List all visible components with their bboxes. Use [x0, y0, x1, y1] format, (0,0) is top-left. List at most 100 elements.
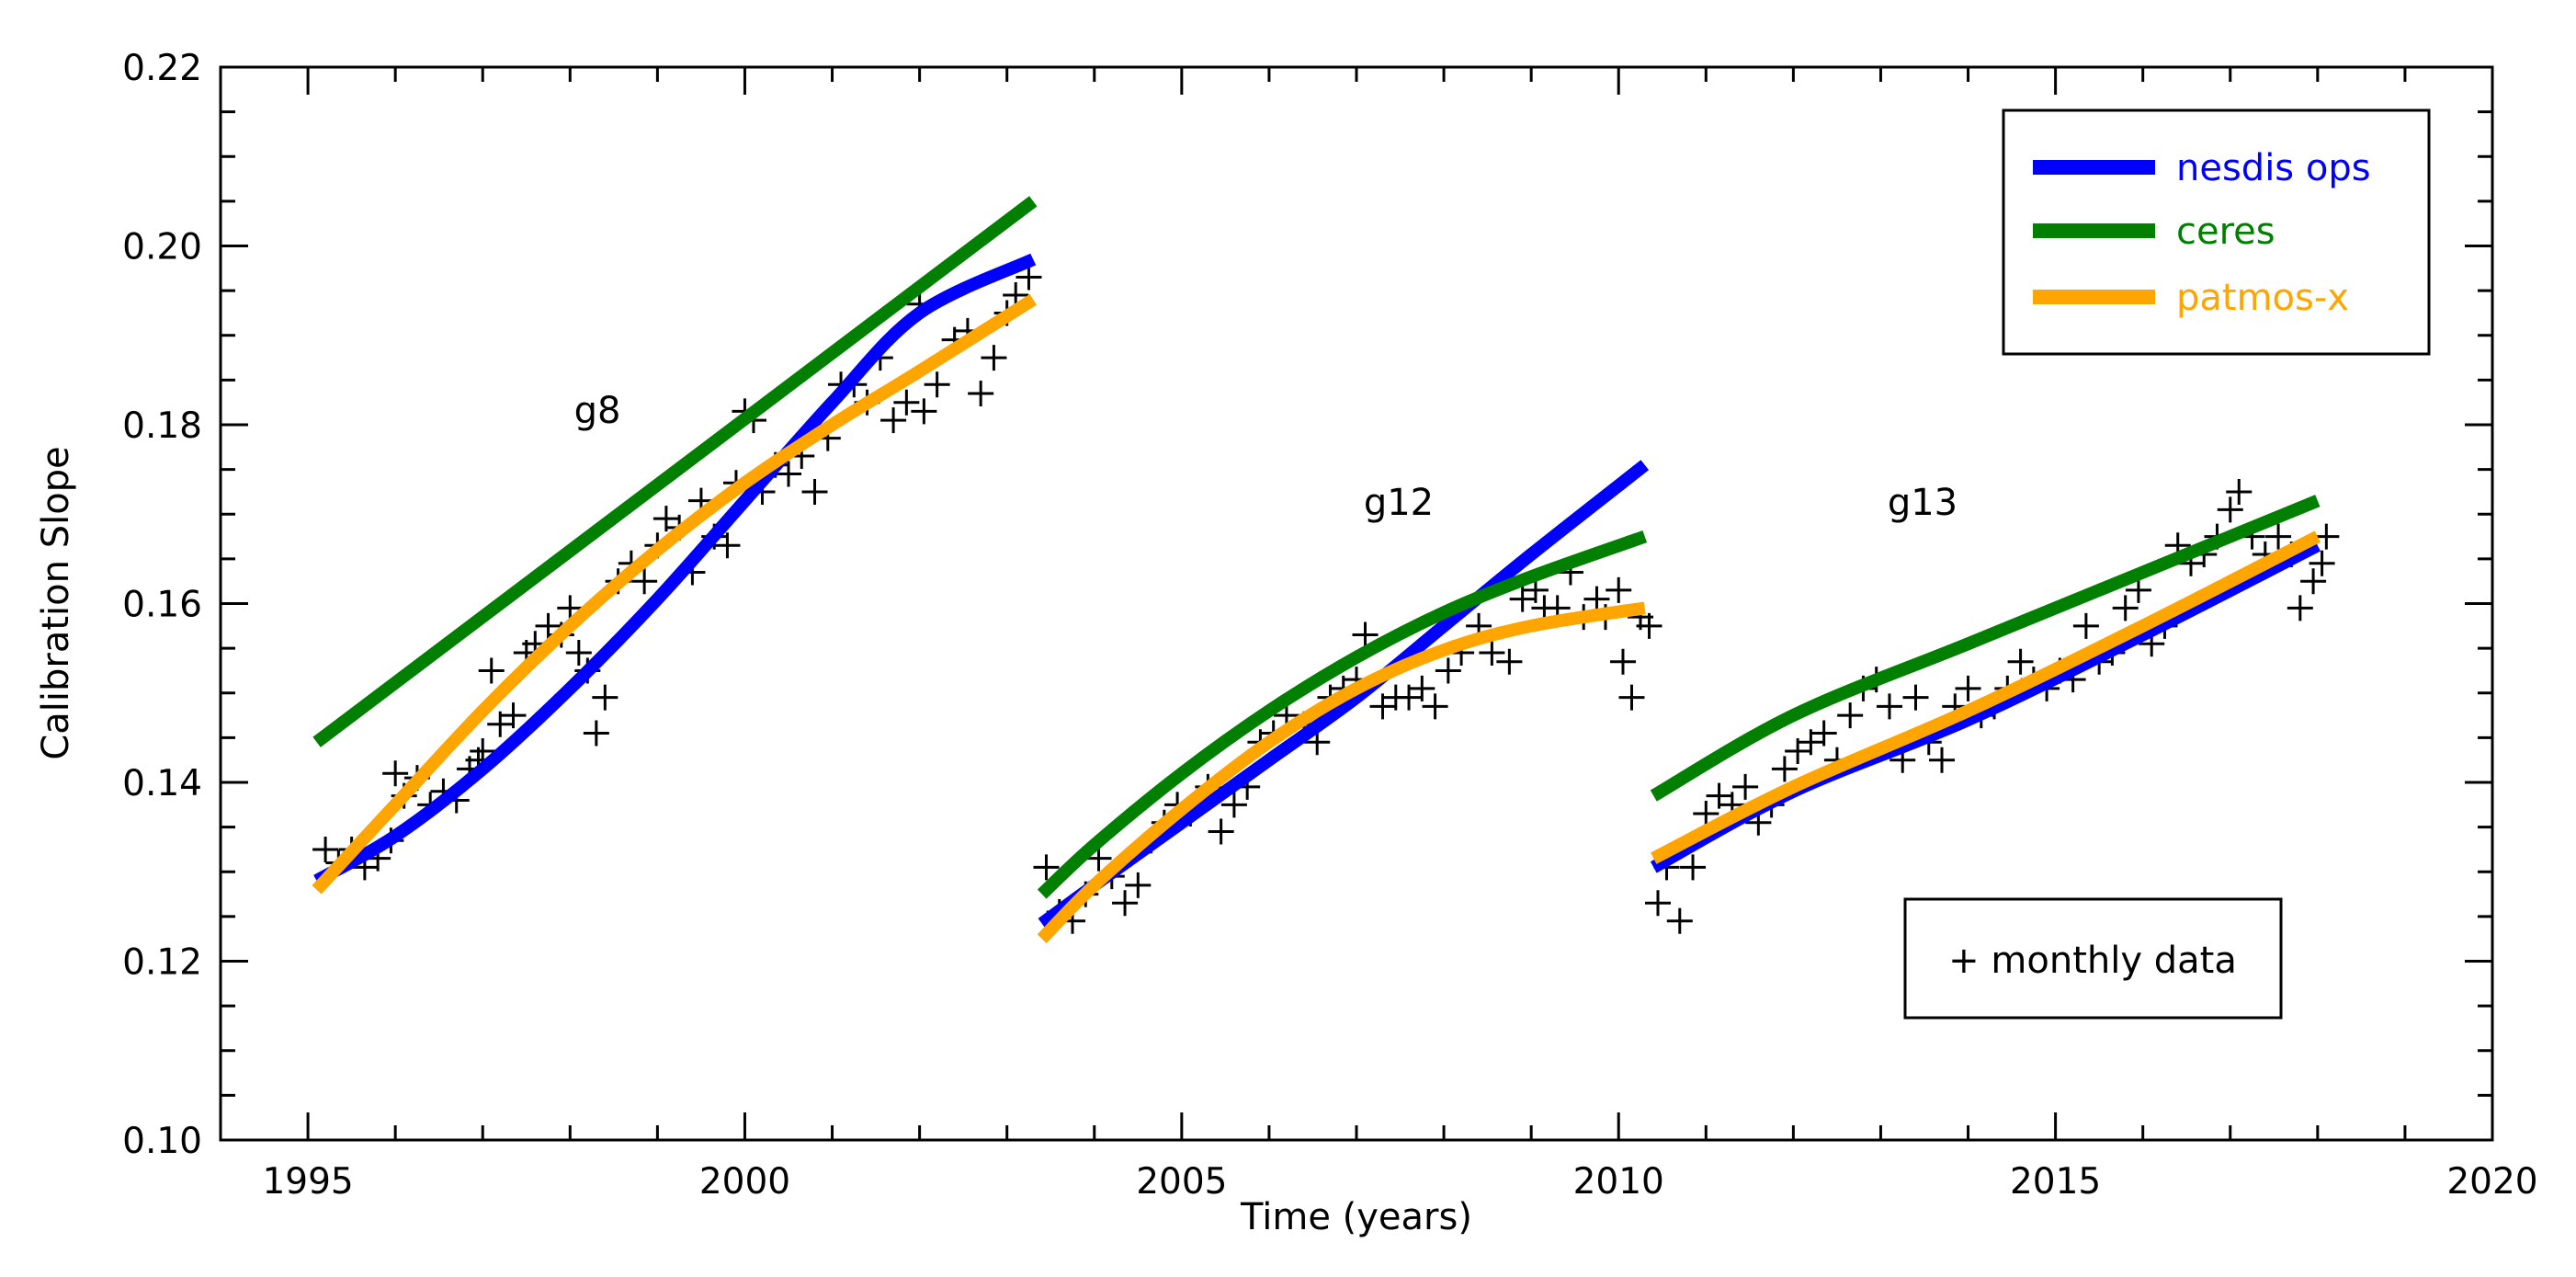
y-tick-label: 0.16 — [122, 585, 202, 626]
monthly-data-point — [1479, 639, 1505, 666]
monthly-data-point — [535, 612, 562, 639]
series-line-nesdis-ops-g8 — [313, 253, 1037, 887]
monthly-data-point — [487, 711, 514, 737]
y-tick-label: 0.20 — [122, 227, 202, 268]
y-tick-label: 0.12 — [122, 942, 202, 984]
monthly-data-point — [1606, 576, 1632, 603]
monthly-data-point — [565, 639, 592, 666]
monthly-data-point — [1409, 675, 1436, 701]
monthly-data-point — [1693, 801, 1719, 827]
x-tick-label: 2000 — [699, 1161, 790, 1203]
monthly-data-point — [1706, 782, 1732, 809]
y-tick-label: 0.10 — [122, 1121, 202, 1162]
y-tick-label: 0.22 — [122, 48, 202, 89]
monthly-data-legend: + monthly data — [1903, 897, 2283, 1020]
series-line-patmos-x-g13 — [1651, 530, 2321, 864]
monthly-data-point — [911, 398, 937, 425]
monthly-data-point — [1618, 684, 1645, 711]
monthly-data-point — [1732, 773, 1759, 800]
x-axis-title: Time (years) — [1240, 1196, 1472, 1238]
monthly-data-point — [1609, 648, 1636, 675]
monthly-data-point — [1929, 747, 1956, 773]
monthly-data-point — [1583, 586, 1610, 612]
monthly-data-legend-box — [1903, 897, 2283, 1020]
monthly-data-point — [1876, 693, 1902, 720]
monthly-data-point — [1352, 621, 1379, 648]
monthly-data-point — [312, 836, 339, 862]
monthly-data-point — [1208, 818, 1234, 845]
monthly-data-point — [478, 657, 505, 684]
legend-label-ceres: ceres — [2176, 211, 2275, 253]
monthly-data-point — [2112, 595, 2139, 621]
legend: nesdis ops ceres patmos-x — [2002, 108, 2431, 356]
x-tick-label: 2015 — [2010, 1161, 2101, 1203]
monthly-data-point — [981, 345, 1007, 371]
monthly-data-point — [880, 407, 907, 434]
monthly-data-point — [653, 506, 679, 532]
monthly-data-point — [893, 389, 920, 416]
monthly-data-point — [470, 737, 496, 764]
monthly-data-point — [1955, 675, 1981, 701]
annotation-g13: g13 — [1888, 482, 1958, 524]
y-tick-label: 0.18 — [122, 405, 202, 447]
monthly-data-point — [1396, 684, 1423, 711]
monthly-data-point — [2313, 523, 2340, 550]
monthly-data-point — [592, 684, 618, 711]
monthly-data-point — [2007, 648, 2034, 675]
monthly-data-point — [1016, 264, 1042, 291]
monthly-data-point — [1496, 648, 1523, 675]
series-line-patmos-x-g8 — [312, 293, 1037, 895]
monthly-data-point — [1112, 890, 1139, 917]
series-line-ceres-g8 — [312, 196, 1038, 747]
monthly-data-point — [776, 461, 801, 487]
monthly-data-point — [1902, 684, 1929, 711]
monthly-data-point — [2217, 496, 2243, 523]
legend-label-patmos-x: patmos-x — [2176, 277, 2349, 319]
monthly-data-point — [714, 532, 741, 559]
monthly-data-point — [1435, 657, 1461, 684]
series-line-ceres-g12 — [1037, 530, 1648, 899]
series-line-ceres-g13 — [1650, 495, 2321, 802]
x-tick-label: 2010 — [1573, 1161, 1664, 1203]
monthly-data-point — [2072, 612, 2099, 639]
y-tick-label: 0.14 — [122, 763, 202, 804]
monthly-data-point — [1369, 693, 1396, 720]
monthly-data-point — [1810, 720, 1837, 747]
monthly-data-point — [1666, 907, 1693, 934]
monthly-data-point — [1645, 890, 1672, 917]
satellite-annotations: g8 g12 g13 — [574, 390, 1958, 524]
annotation-g12: g12 — [1364, 482, 1434, 524]
monthly-data-point — [1837, 702, 1864, 729]
monthly-data-point — [1085, 845, 1112, 872]
monthly-data-point — [968, 380, 994, 406]
monthly-data-legend-label: + monthly data — [1948, 940, 2237, 982]
monthly-data-point — [1422, 693, 1448, 720]
monthly-data-point — [557, 595, 584, 621]
monthly-data-point — [2265, 523, 2292, 550]
annotation-g8: g8 — [574, 390, 621, 432]
monthly-data-point — [500, 702, 527, 729]
monthly-data-point — [2300, 568, 2327, 595]
legend-label-nesdis-ops: nesdis ops — [2176, 147, 2371, 189]
monthly-data-point — [1798, 729, 1824, 756]
monthly-data-point — [801, 478, 828, 505]
series-line-patmos-x-g12 — [1037, 601, 1646, 944]
y-axis-title: Calibration Slope — [35, 446, 77, 759]
monthly-data-point — [2226, 478, 2253, 505]
plot-frame — [219, 65, 2494, 1142]
monthly-data-point — [1033, 854, 1060, 881]
monthly-data-point — [1125, 872, 1152, 898]
monthly-data-point — [382, 760, 409, 787]
x-tick-label: 2020 — [2446, 1161, 2537, 1203]
monthly-data-point — [1220, 792, 1247, 818]
monthly-data-point — [1509, 586, 1536, 612]
monthly-data-point — [1680, 854, 1707, 881]
x-tick-label: 2005 — [1136, 1161, 1227, 1203]
monthly-data-point — [2309, 550, 2335, 576]
x-tick-label: 1995 — [262, 1161, 353, 1203]
monthly-data-point — [1785, 737, 1811, 764]
monthly-data-point — [631, 568, 658, 595]
axis-tick-labels: 1995 2000 2005 2010 2015 2020 0.10 0.12 0.14 0.16… — [122, 48, 2537, 1203]
axis-ticks — [219, 65, 2494, 1142]
